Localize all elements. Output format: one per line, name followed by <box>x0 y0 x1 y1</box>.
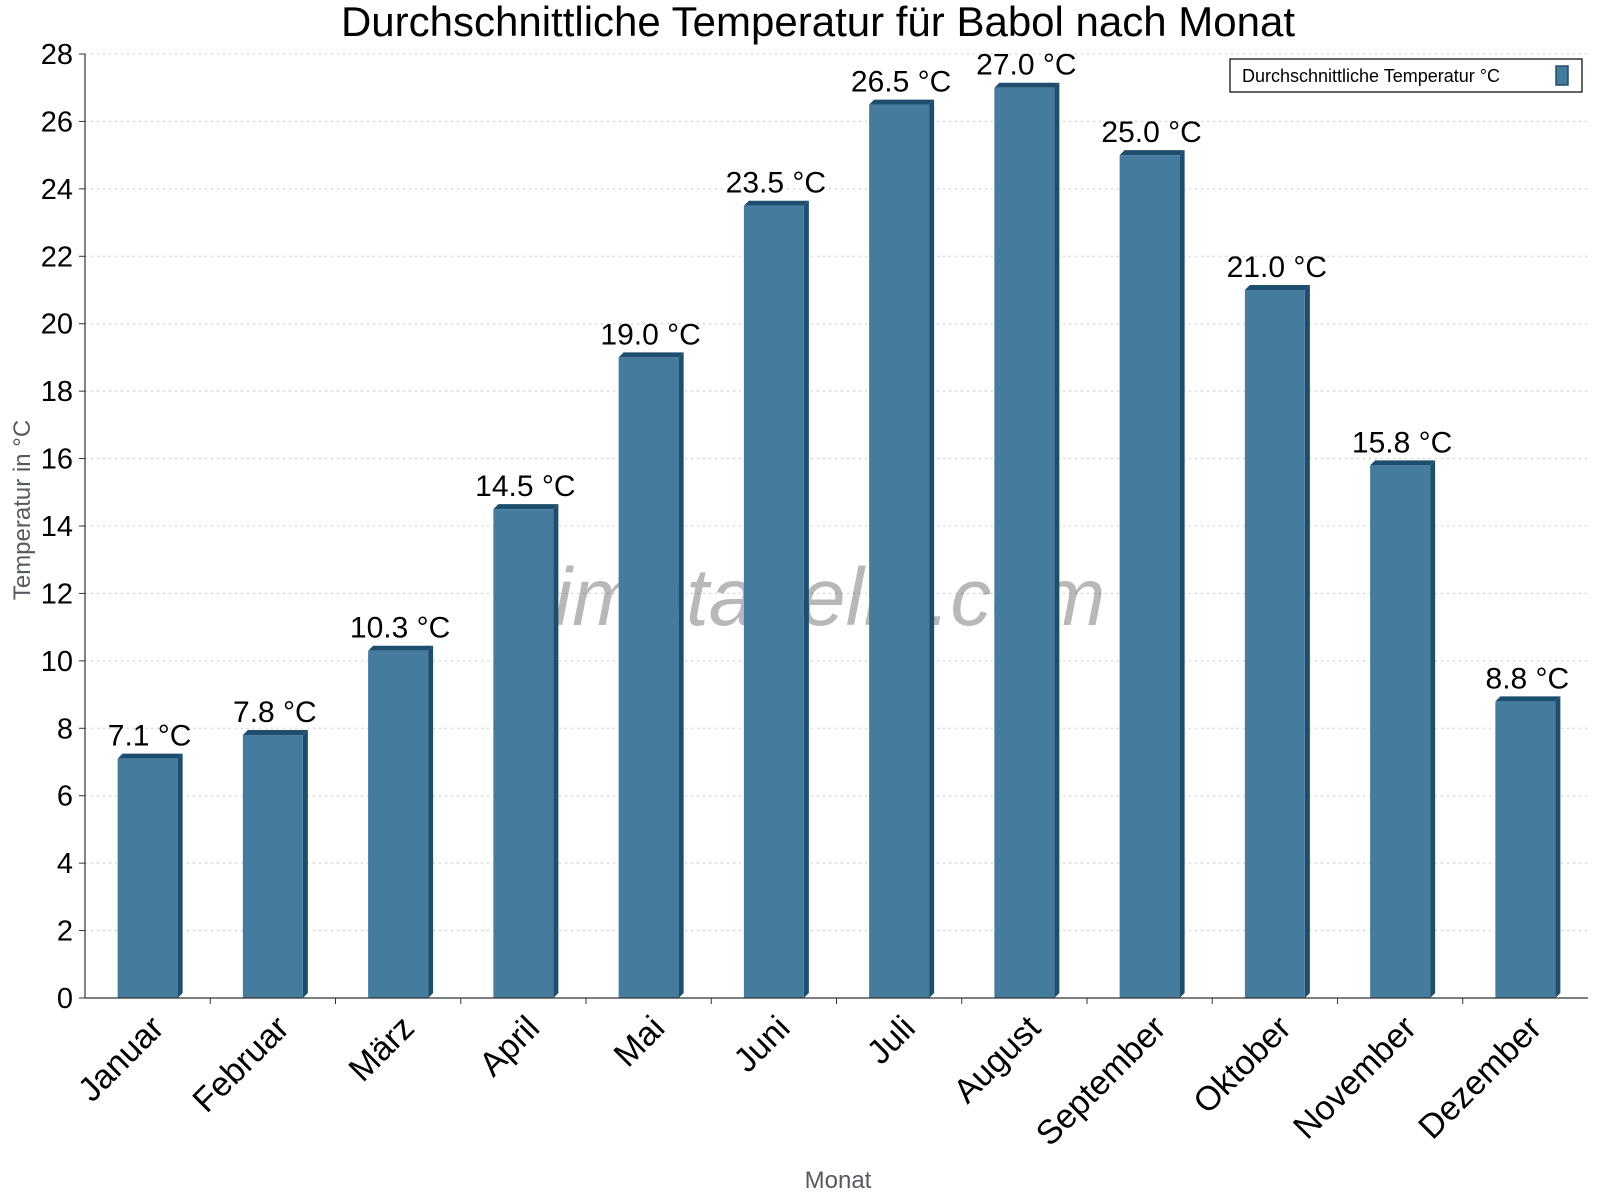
bar-side <box>1179 150 1185 999</box>
bar-top <box>1495 696 1561 702</box>
bar-side <box>177 753 183 998</box>
data-label: 7.1 °C <box>108 720 192 753</box>
chart-title: Durchschnittliche Temperatur für Babol n… <box>341 0 1295 45</box>
y-tick-label: 6 <box>57 781 73 813</box>
bar-side <box>1430 460 1436 998</box>
data-label: 14.5 °C <box>475 470 575 503</box>
bar <box>618 357 679 998</box>
x-tick-label: März <box>341 1009 421 1089</box>
bar <box>1495 701 1556 998</box>
x-tick-label: Februar <box>185 1009 296 1120</box>
y-tick-label: 4 <box>57 848 73 880</box>
bar-side <box>553 504 559 998</box>
data-label: 15.8 °C <box>1352 426 1452 459</box>
x-tick-label: April <box>472 1009 547 1084</box>
bar-side <box>678 352 684 998</box>
y-tick-label: 2 <box>57 916 73 948</box>
bar-side <box>1054 82 1060 998</box>
bar-side <box>1304 285 1310 998</box>
legend-box <box>1229 58 1583 93</box>
bar <box>1244 290 1305 998</box>
y-tick-label: 16 <box>41 444 73 476</box>
data-label: 23.5 °C <box>726 167 826 200</box>
bar-top <box>743 200 809 206</box>
bar-top <box>493 504 559 510</box>
bar <box>493 509 554 998</box>
data-label: 10.3 °C <box>350 612 450 645</box>
bar-top <box>618 352 684 358</box>
bar <box>368 650 429 998</box>
y-tick-label: 22 <box>41 241 73 273</box>
y-axis-label: Temperatur in °C <box>9 420 36 600</box>
x-tick-labels: Januar Februar März April Mai Juni Juli AugustS… <box>71 1008 1549 1153</box>
bar-side <box>929 99 935 999</box>
bar-top <box>869 99 935 105</box>
x-tick-label: Mai <box>607 1009 673 1075</box>
grid-lines <box>85 53 1588 932</box>
x-tick-label: August <box>946 1008 1048 1110</box>
bar-side <box>302 730 308 998</box>
data-label: 27.0 °C <box>976 49 1076 82</box>
axes <box>79 53 1588 1004</box>
bar-top <box>1119 150 1185 156</box>
y-tick-label: 28 <box>41 39 73 71</box>
data-label: 7.8 °C <box>233 696 317 729</box>
x-tick-label: September <box>1029 1009 1173 1153</box>
y-tick-label: 18 <box>41 376 73 408</box>
y-tick-label: 26 <box>41 106 73 138</box>
bar <box>743 205 804 998</box>
bar-side <box>428 645 434 998</box>
bar <box>994 87 1055 998</box>
bar-top <box>117 753 183 759</box>
x-tick-label: Juni <box>727 1009 798 1080</box>
y-tick-label: 10 <box>41 646 73 678</box>
legend-swatch <box>1555 65 1569 86</box>
y-tick-label: 12 <box>41 578 73 610</box>
bar-top <box>1244 285 1310 290</box>
bar <box>1119 155 1180 999</box>
data-labels: 7.1 °C 7.8 °C 10.3 °C 14.5 °C 19.0 °C 23.5 °C… <box>108 49 1569 753</box>
bar <box>117 758 178 998</box>
legend-label: Durchschnittliche Temperatur °C <box>1242 66 1500 86</box>
bar-side <box>1555 696 1561 998</box>
x-axis-label: Monat <box>805 1167 872 1194</box>
y-tick-label: 24 <box>41 174 73 206</box>
y-tick-label: 20 <box>41 309 73 341</box>
bar-top <box>1370 460 1436 466</box>
legend: Durchschnittliche Temperatur °C <box>1229 58 1583 93</box>
bar-top <box>242 730 308 736</box>
x-tick-label: Oktober <box>1186 1009 1298 1121</box>
x-tick-label: Dezember <box>1411 1009 1549 1147</box>
bar <box>242 735 303 998</box>
data-label: 21.0 °C <box>1227 251 1327 284</box>
bar <box>869 104 930 999</box>
bar-side <box>803 200 809 998</box>
data-label: 8.8 °C <box>1486 662 1570 695</box>
y-tick-label: 0 <box>57 983 73 1015</box>
bar-top <box>994 82 1060 88</box>
bar-top <box>368 645 434 651</box>
data-label: 19.0 °C <box>600 318 700 351</box>
y-tick-label: 8 <box>57 713 73 745</box>
bar <box>1370 465 1431 998</box>
data-label: 25.0 °C <box>1101 116 1201 149</box>
x-tick-label: Juli <box>860 1009 923 1072</box>
y-tick-label: 14 <box>41 511 73 543</box>
x-tick-label: Januar <box>71 1009 171 1109</box>
bars <box>117 82 1561 999</box>
data-label: 26.5 °C <box>851 66 951 99</box>
x-tick-label: November <box>1286 1009 1424 1147</box>
